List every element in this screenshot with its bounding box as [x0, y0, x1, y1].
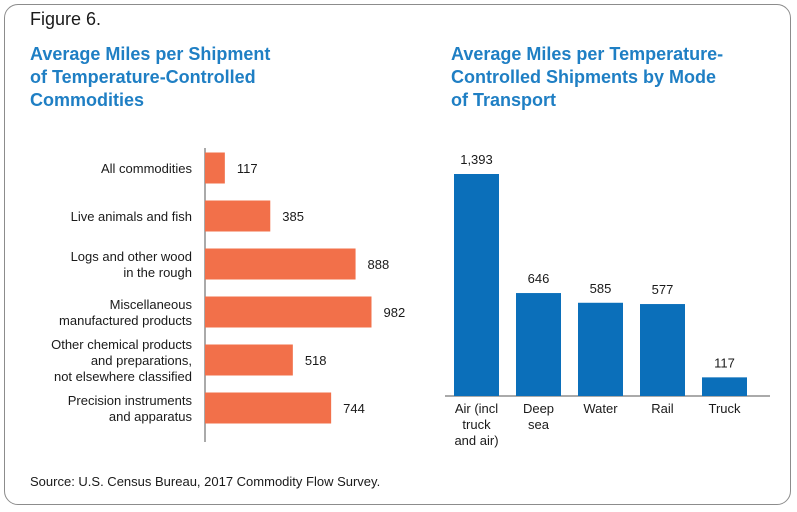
left-bar-value-label: 518 [305, 353, 327, 368]
left-title-line: Average Miles per Shipment [30, 44, 271, 64]
left-category-label: manufactured products [59, 313, 192, 328]
left-category-label: Precision instruments [68, 393, 193, 408]
right-bar-value-label: 1,393 [460, 152, 493, 167]
right-title-line: of Transport [451, 90, 557, 110]
right-category-label: truck [462, 417, 491, 432]
left-category-label: and apparatus [109, 409, 193, 424]
left-chart-title: Average Miles per Shipment of Temperatur… [30, 43, 270, 112]
left-category-label: and preparations, [91, 353, 192, 368]
left-category-label: Other chemical products [51, 337, 192, 352]
figure-frame [4, 4, 791, 505]
left-bar [205, 296, 372, 328]
left-bar [205, 344, 293, 376]
left-title-line: of Temperature-Controlled [30, 67, 256, 87]
right-title-line: Average Miles per Temperature- [451, 44, 724, 64]
right-category-label: Deep [523, 401, 554, 416]
left-bar-value-label: 888 [368, 257, 390, 272]
left-bar [205, 248, 356, 280]
left-bar [205, 152, 225, 184]
left-bar-value-label: 982 [384, 305, 406, 320]
left-category-label: Logs and other wood [71, 249, 192, 264]
right-category-label: Rail [651, 401, 674, 416]
source-note: Source: U.S. Census Bureau, 2017 Commodi… [30, 474, 381, 489]
right-category-label: Water [583, 401, 618, 416]
left-category-label: in the rough [123, 265, 192, 280]
right-bar [640, 304, 685, 396]
left-bar-value-label: 117 [237, 161, 258, 176]
right-bar-value-label: 117 [714, 355, 735, 370]
left-category-label: Miscellaneous [110, 297, 193, 312]
right-category-label: and air) [454, 433, 498, 448]
left-bar-value-label: 385 [282, 209, 304, 224]
right-category-label: Air (incl [455, 401, 498, 416]
right-bar-value-label: 577 [652, 282, 674, 297]
right-bar-value-label: 585 [590, 281, 612, 296]
left-bar [205, 392, 332, 424]
right-category-label: Truck [708, 401, 741, 416]
left-category-label: Live animals and fish [71, 209, 192, 224]
right-bar [578, 302, 623, 396]
right-category-label: sea [528, 417, 550, 432]
left-title-line: Commodities [30, 90, 145, 110]
right-bar-value-label: 646 [528, 271, 550, 286]
right-chart-title: Average Miles per Temperature- Controlle… [451, 43, 723, 112]
left-bar [205, 200, 271, 232]
figure-label: Figure 6. [30, 9, 102, 29]
right-bar [516, 293, 561, 396]
right-bar [454, 174, 499, 396]
left-category-label: All commodities [101, 161, 193, 176]
left-category-label: not elsewhere classified [54, 369, 192, 384]
right-bar [702, 377, 747, 396]
right-title-line: Controlled Shipments by Mode [451, 67, 717, 87]
left-bar-value-label: 744 [343, 401, 365, 416]
